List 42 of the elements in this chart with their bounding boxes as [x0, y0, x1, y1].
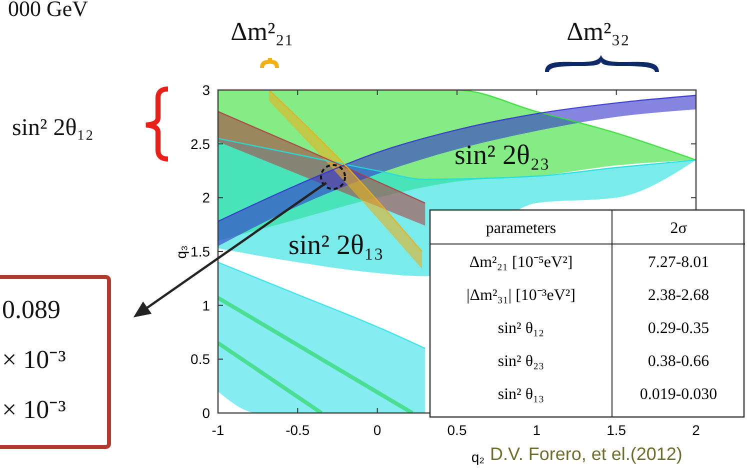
x-axis-title: q₂: [471, 449, 485, 465]
x-tick-label: 1: [532, 422, 541, 438]
x-tick-label: 1.5: [606, 422, 626, 438]
y-tick-label: 2: [202, 190, 210, 206]
text: D.V. Forero, et el.(2012): [490, 444, 682, 464]
annotation: parameters: [486, 220, 556, 237]
y-tick-label: 3: [202, 82, 210, 98]
annotation: sin² θ₂₃: [498, 353, 544, 370]
annotation: 0.29-0.35: [648, 320, 710, 337]
y-tick-label: 0.5: [190, 351, 210, 368]
x-tick-label: 0: [373, 422, 382, 438]
text: sin² 2θ₁₂: [12, 115, 94, 141]
y-tick-label: 1.5: [190, 244, 210, 260]
y-tick-label: 2.5: [190, 136, 210, 152]
line-series: [218, 138, 696, 180]
annotation: 7.27-8.01: [648, 254, 710, 271]
y-axis-title: q₃: [173, 245, 189, 259]
annotation: sin² 2θ₁₃: [288, 230, 384, 261]
text: 0.089: [2, 295, 60, 324]
x-tick-label: -0.5: [286, 422, 310, 438]
y-tick-label: 1: [202, 297, 210, 314]
annotation: 2.38-2.68: [648, 287, 710, 304]
annotation: Δm²₂₁ [10⁻⁵eV²]: [469, 254, 573, 271]
text: × 10⁻³: [2, 345, 66, 374]
annotation: sin² θ₁₃: [498, 386, 544, 403]
x-tick-label: 0.5: [447, 422, 467, 438]
annotation: |Δm²₃₁| [10⁻³eV²]: [466, 287, 576, 304]
text: × 10⁻³: [2, 395, 66, 424]
text: Δm²₃₂: [566, 17, 630, 46]
annotation: 0.019-0.030: [640, 386, 718, 403]
line-series: [218, 262, 426, 349]
line-series: [218, 110, 426, 204]
annotation: 0.38-0.66: [648, 353, 710, 370]
annotation: sin² θ₁₂: [498, 320, 544, 337]
annotation: sin² 2θ₂₃: [454, 140, 550, 171]
y-tick-label: 0: [202, 405, 210, 421]
annotation: 2σ: [670, 220, 688, 237]
line-series: [218, 94, 696, 222]
text: 000 GeV: [8, 0, 88, 21]
text: Δm²₂₁: [230, 17, 294, 46]
x-tick-label: -1: [212, 422, 224, 438]
x-tick-label: 2: [692, 422, 700, 438]
